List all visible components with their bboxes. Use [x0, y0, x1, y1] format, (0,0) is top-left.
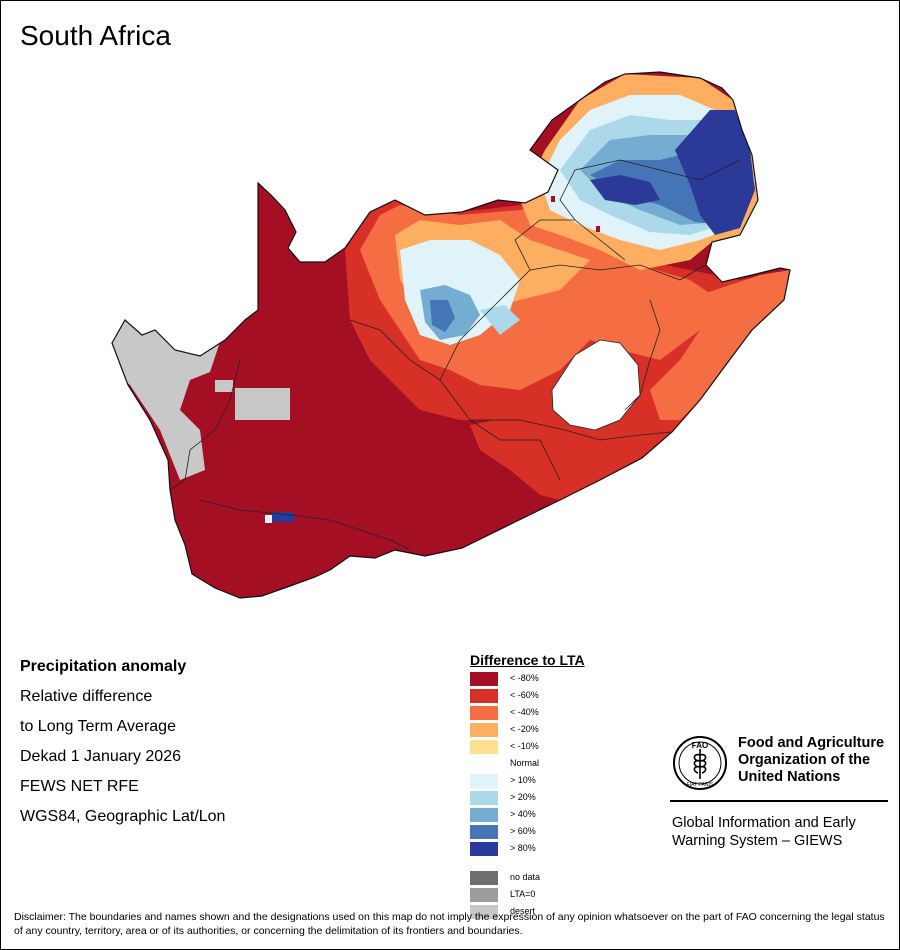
legend-label: < -10% [510, 741, 539, 751]
anomaly-spot-above-80 [272, 512, 294, 522]
legend-swatch [470, 723, 498, 737]
legend-row: > 20% [470, 791, 585, 808]
legend-row: > 80% [470, 842, 585, 859]
legend-row: no data [470, 871, 585, 888]
legend-label: > 20% [510, 792, 536, 802]
anomaly-spot-normal [265, 515, 272, 523]
desert-patch [235, 388, 290, 420]
disclaimer: Disclaimer: The boundaries and names sho… [14, 911, 885, 937]
legend-swatch [470, 825, 498, 839]
legend-classes: < -80% < -60% < -40% < -20% < -10% Normal > 10… [470, 672, 585, 859]
system-name: Global Information and Early Warning Sys… [672, 815, 856, 849]
legend-label: desert [510, 906, 536, 916]
legend: Difference to LTA < -80% < -60% < -40% < -2… [470, 652, 585, 922]
legend-swatch [470, 905, 498, 919]
legend-row: > 10% [470, 774, 585, 791]
legend-swatch [470, 791, 498, 805]
fao-divider [670, 800, 888, 802]
legend-swatch [470, 706, 498, 720]
anomaly-zone-central-above-20 [480, 305, 520, 335]
anomaly-zone-central-above-60 [430, 300, 455, 332]
legend-row: < -10% [470, 740, 585, 757]
province-boundary [559, 159, 741, 221]
legend-row: < -40% [470, 706, 585, 723]
legend-swatch [470, 740, 498, 754]
anomaly-spot [596, 226, 600, 232]
legend-swatch [470, 888, 498, 902]
legend-label: Normal [510, 758, 540, 768]
info-period: Dekad 1 January 2026 [20, 748, 181, 765]
province-boundary [169, 359, 241, 491]
province-boundary [470, 419, 673, 441]
province-boundary [349, 319, 561, 481]
legend-label: < -80% [510, 673, 539, 683]
legend-swatch [470, 808, 498, 822]
org-name: Food and Agriculture Organization of the… [738, 735, 885, 785]
legend-label: > 80% [510, 843, 536, 853]
legend-swatch [470, 774, 498, 788]
anomaly-zone-southeast [470, 400, 672, 500]
info-heading: Precipitation anomaly [20, 658, 187, 675]
legend-swatch [470, 672, 498, 686]
legend-label: LTA=0 [510, 889, 536, 899]
legend-swatch [470, 689, 498, 703]
legend-label: > 60% [510, 826, 536, 836]
info-line-2: to Long Term Average [20, 718, 176, 735]
legend-row: < -60% [470, 689, 585, 706]
province-boundary [624, 299, 661, 411]
province-boundaries [169, 159, 741, 551]
info-projection: WGS84, Geographic Lat/Lon [20, 808, 226, 825]
map-info: Precipitation anomaly Relative differenc… [20, 656, 225, 836]
legend-label: < -40% [510, 707, 539, 717]
legend-label: < -60% [510, 690, 539, 700]
legend-swatch [470, 842, 498, 856]
legend-row: desert [470, 905, 585, 922]
legend-row: Normal [470, 757, 585, 774]
legend-swatch [470, 757, 498, 771]
emblem-top-text: FAO [692, 741, 708, 750]
anomaly-spot [551, 196, 555, 202]
desert-patch [215, 380, 233, 392]
anomaly-zone-above-80 [590, 175, 660, 205]
province-boundary [514, 219, 626, 271]
map-title: South Africa [20, 20, 171, 51]
legend-label: no data [510, 872, 541, 882]
legend-swatch [470, 871, 498, 885]
fao-emblem-icon: FAO FIAT PANIS [673, 736, 727, 790]
desert-zone [112, 300, 220, 480]
emblem-motto-text: FIAT PANIS [687, 782, 714, 788]
province-boundary [439, 264, 706, 381]
info-source: FEWS NET RFE [20, 778, 139, 795]
legend-row: < -80% [470, 672, 585, 689]
legend-row: LTA=0 [470, 888, 585, 905]
legend-row: < -20% [470, 723, 585, 740]
legend-title: Difference to LTA [470, 652, 585, 668]
info-line-1: Relative difference [20, 688, 153, 705]
legend-row: > 40% [470, 808, 585, 825]
legend-special: no data LTA=0 desert [470, 871, 585, 922]
anomaly-map [111, 71, 791, 599]
legend-label: > 10% [510, 775, 536, 785]
province-boundary [199, 499, 411, 551]
legend-row: > 60% [470, 825, 585, 842]
legend-label: < -20% [510, 724, 539, 734]
anomaly-zone-east-coast [650, 270, 790, 420]
legend-label: > 40% [510, 809, 536, 819]
